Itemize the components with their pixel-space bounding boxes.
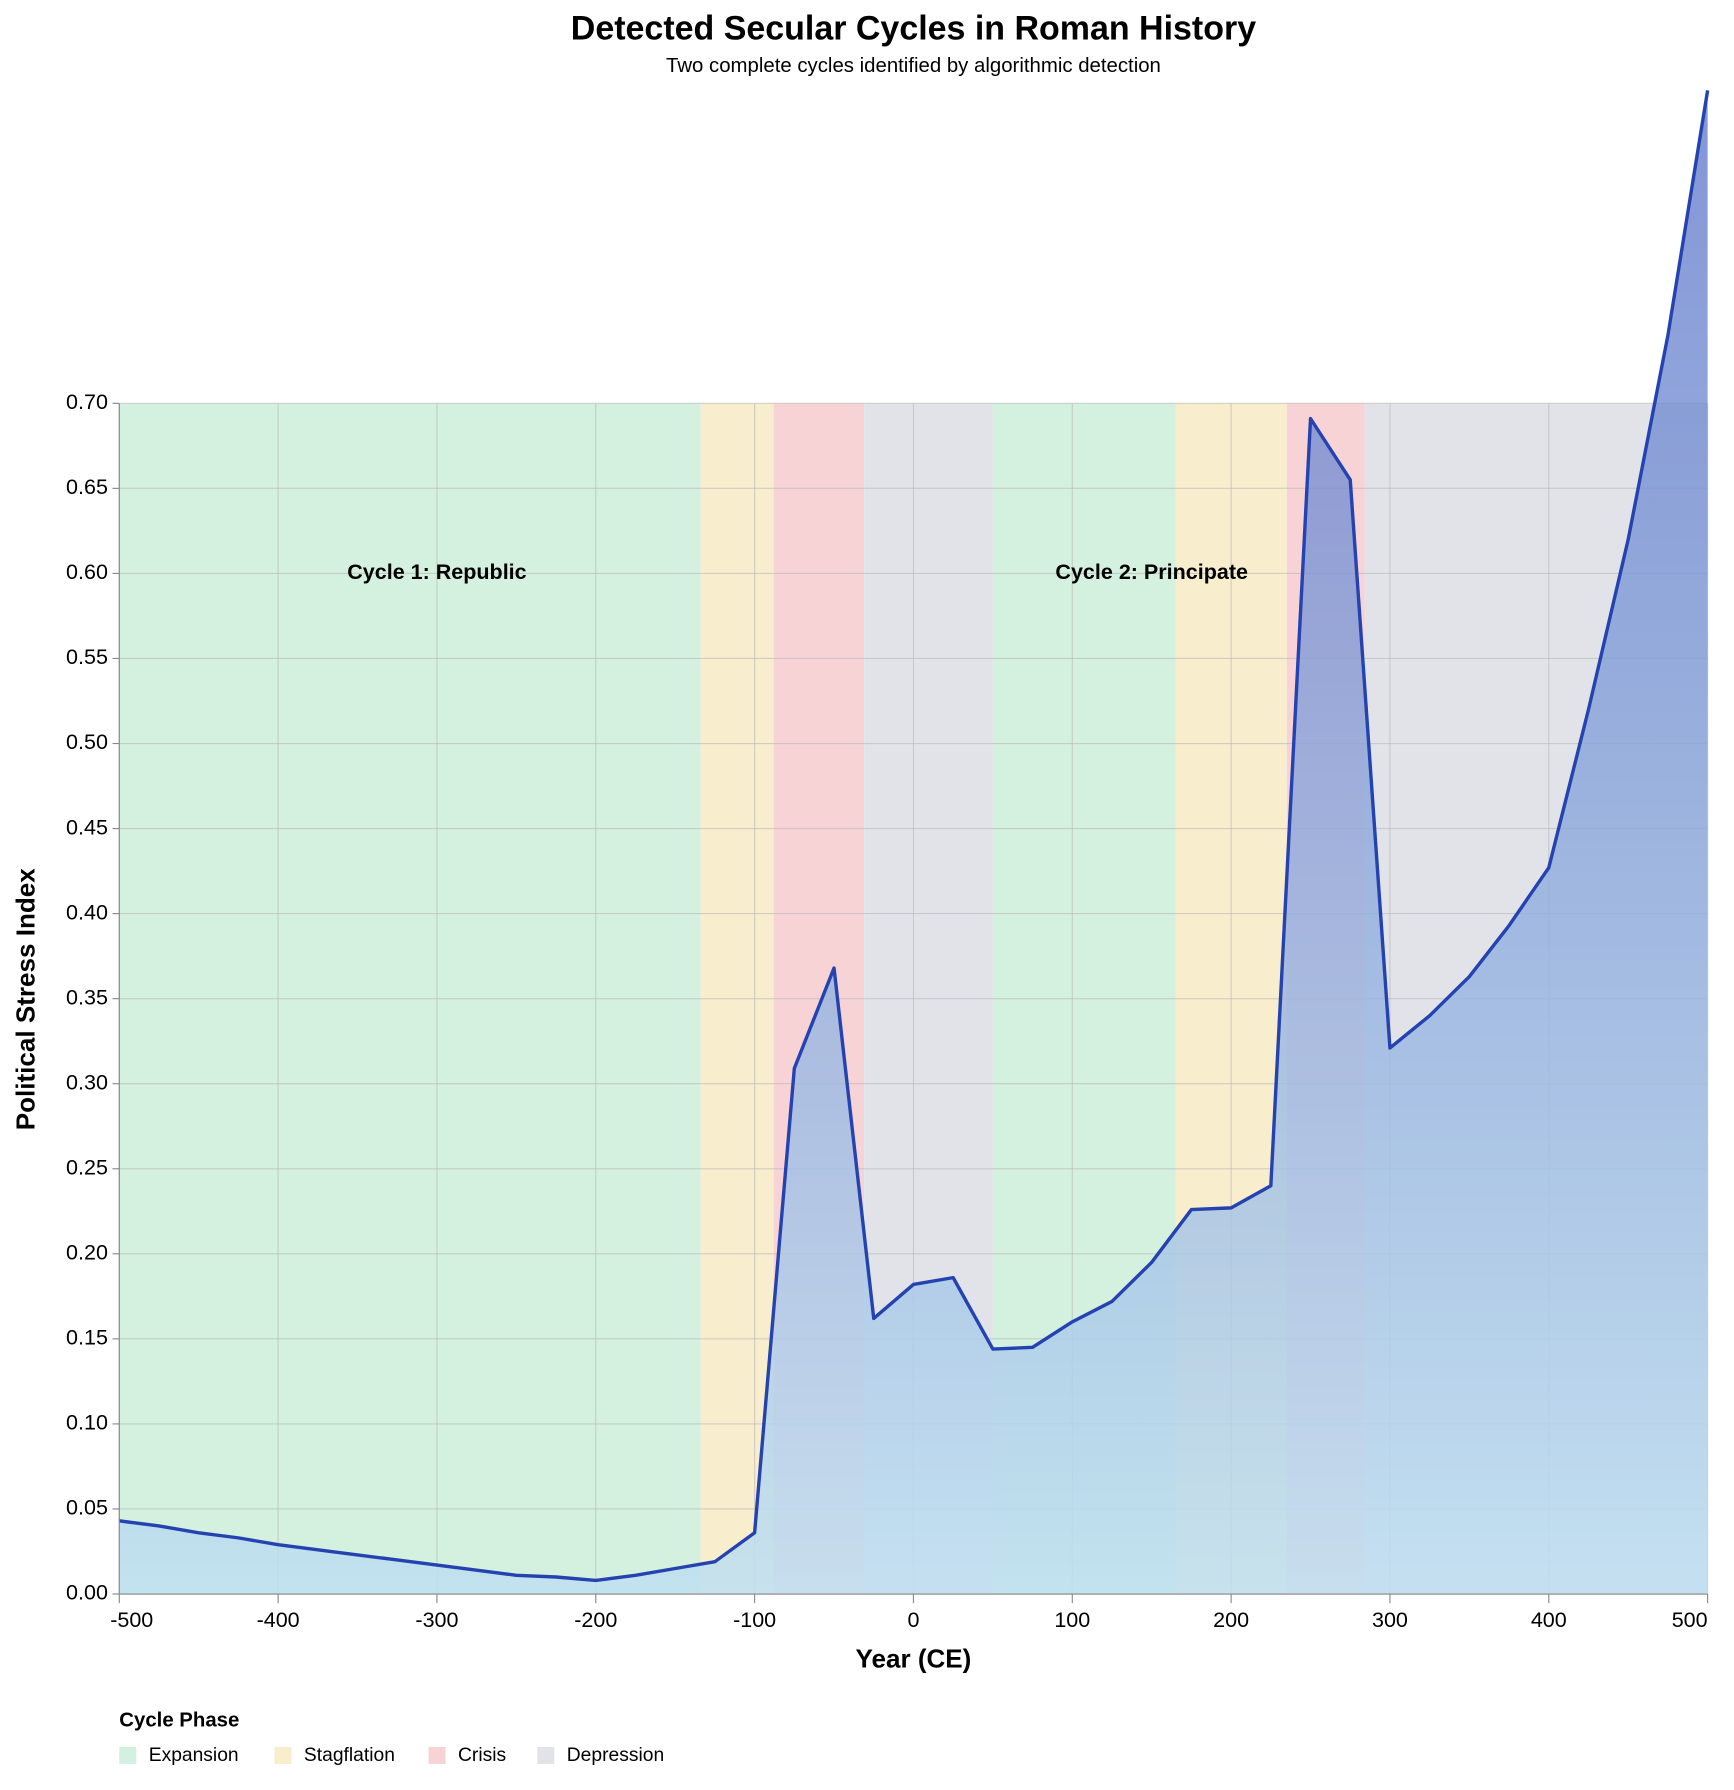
- x-tick-label: -100: [733, 1608, 776, 1632]
- legend-title: Cycle Phase: [119, 1709, 239, 1731]
- y-tick-label: 0.35: [66, 985, 108, 1009]
- legend-swatch: [537, 1746, 555, 1764]
- x-tick-label: 0: [907, 1608, 919, 1632]
- legend-label: Expansion: [149, 1745, 239, 1766]
- y-tick-label: 0.10: [66, 1411, 108, 1435]
- y-tick-label: 0.50: [66, 730, 108, 754]
- annotation: Cycle 1: Republic: [347, 560, 526, 584]
- legend-label: Stagflation: [304, 1745, 395, 1766]
- y-tick-label: 0.30: [66, 1070, 108, 1094]
- y-tick-label: 0.45: [66, 815, 108, 839]
- y-tick-label: 0.55: [66, 645, 108, 669]
- labels: 0.00 0.05 0.10 0.15 0.20 0.25 0.30 0.35 0.40 0.45…: [66, 390, 1709, 1632]
- y-tick-label: 0.00: [66, 1581, 108, 1605]
- marks: [119, 90, 1710, 1595]
- x-tick-label: 300: [1372, 1608, 1408, 1632]
- area: [119, 90, 1708, 1595]
- y-axis-label: Political Stress Index: [10, 868, 40, 1131]
- y-tick-label: 0.70: [66, 390, 108, 414]
- x-axis-label: Year (CE): [856, 1644, 972, 1674]
- legend-swatch: [428, 1746, 446, 1764]
- y-tick-label: 0.15: [66, 1326, 108, 1350]
- x-tick-label: 100: [1054, 1608, 1090, 1632]
- y-tick-label: 0.65: [66, 475, 108, 499]
- x-tick-label: -300: [415, 1608, 458, 1632]
- y-tick-label: 0.40: [66, 900, 108, 924]
- x-tick-label: 400: [1531, 1608, 1567, 1632]
- line: [119, 90, 1710, 1583]
- x-tick-label: -500: [110, 1608, 153, 1632]
- y-tick-label: 0.25: [66, 1155, 108, 1179]
- x-tick-label: -400: [257, 1608, 300, 1632]
- chart-subtitle: Two complete cycles identified by algori…: [666, 55, 1161, 77]
- legend-label: Depression: [567, 1745, 664, 1766]
- chart-title: Detected Secular Cycles in Roman History: [571, 10, 1256, 48]
- y-tick-label: 0.20: [66, 1240, 108, 1264]
- x-tick-label: -200: [574, 1608, 617, 1632]
- x-tick-label: 500: [1672, 1608, 1708, 1632]
- y-tick-label: 0.05: [66, 1496, 108, 1520]
- legend-swatch: [274, 1746, 292, 1764]
- legend-swatch: [119, 1746, 137, 1764]
- legend-label: Crisis: [458, 1745, 506, 1766]
- x-tick-label: 200: [1213, 1608, 1249, 1632]
- annotation: Cycle 2: Principate: [1055, 560, 1248, 584]
- y-tick-label: 0.60: [66, 560, 108, 584]
